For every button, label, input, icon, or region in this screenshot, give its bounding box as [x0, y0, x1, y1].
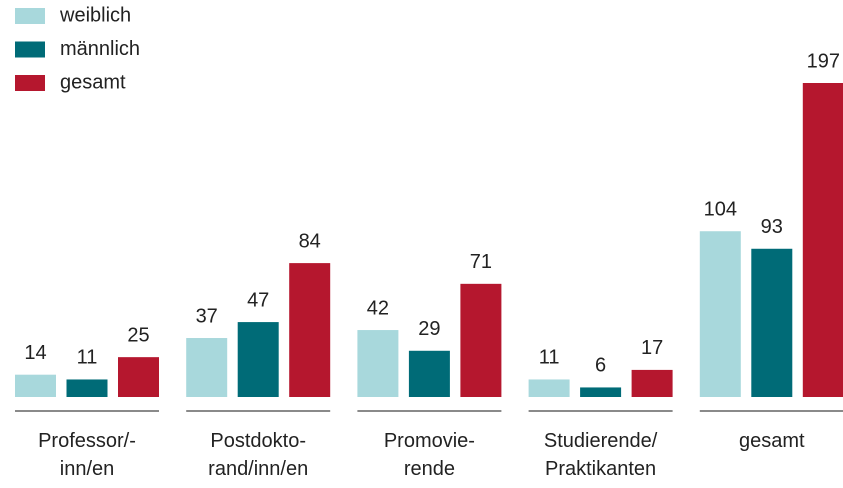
bar — [631, 369, 673, 397]
value-label: 25 — [127, 324, 149, 346]
value-label: 47 — [247, 289, 269, 311]
bar — [751, 248, 793, 397]
value-label: 6 — [595, 355, 606, 377]
value-label: 14 — [24, 342, 46, 364]
bar — [237, 322, 279, 397]
value-label: 17 — [641, 337, 663, 359]
value-label: 197 — [807, 50, 840, 72]
x-tick-label: Promovie-rende — [384, 430, 475, 480]
bar — [699, 231, 741, 397]
bar — [186, 338, 228, 397]
x-tick-label: Professor/-inn/en — [38, 430, 136, 480]
value-label: 11 — [77, 347, 98, 369]
value-label: 11 — [539, 347, 560, 369]
bar — [66, 379, 108, 397]
x-tick-label: Postdokto-rand/inn/en — [208, 430, 308, 480]
legend-label: gesamt — [60, 71, 126, 93]
legend-swatch — [15, 41, 45, 58]
bar — [357, 330, 399, 397]
value-label: 29 — [418, 318, 440, 340]
bar — [118, 357, 159, 397]
legend-swatch — [15, 75, 45, 91]
value-label: 84 — [299, 230, 321, 252]
bar — [580, 387, 622, 397]
bar — [460, 283, 502, 397]
x-tick-label: Studierende/Praktikanten — [544, 430, 658, 480]
value-label: 37 — [196, 305, 218, 327]
value-label: 93 — [761, 216, 783, 238]
bar — [802, 83, 843, 397]
bar — [528, 379, 570, 397]
value-label: 42 — [367, 297, 389, 319]
value-label: 71 — [470, 251, 492, 273]
value-label: 104 — [704, 199, 737, 221]
bar — [15, 374, 56, 397]
bar — [408, 350, 450, 397]
legend-swatch — [15, 8, 45, 24]
legend-label: männlich — [60, 38, 140, 60]
bar — [289, 263, 331, 397]
x-tick-label: gesamt — [739, 430, 805, 452]
legend-label: weiblich — [59, 4, 131, 26]
